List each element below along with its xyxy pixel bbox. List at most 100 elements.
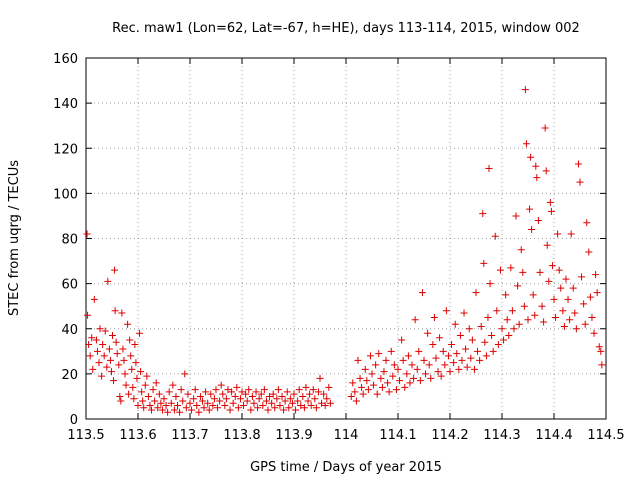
data-point [585, 248, 593, 256]
data-point [164, 408, 172, 416]
data-point [404, 352, 412, 360]
data-point [548, 262, 556, 270]
data-point [496, 266, 504, 274]
y-tick-label: 120 [53, 142, 78, 157]
x-tick-label: 114.2 [431, 428, 468, 443]
data-point [375, 350, 383, 358]
data-point [320, 390, 328, 398]
data-point [595, 343, 603, 351]
data-point [231, 392, 239, 400]
data-point [143, 372, 151, 380]
data-point [318, 399, 326, 407]
data-point [274, 386, 282, 394]
data-point [477, 322, 485, 330]
data-point [446, 368, 454, 376]
data-point [436, 334, 444, 342]
x-tick-label: 113.9 [275, 428, 312, 443]
data-point [507, 264, 515, 272]
data-point [387, 347, 395, 355]
data-point [554, 230, 562, 238]
data-point [204, 399, 212, 407]
data-point [373, 390, 381, 398]
data-point [294, 397, 302, 405]
data-points [83, 86, 606, 416]
data-point [531, 311, 539, 319]
data-point [248, 392, 256, 400]
data-point [564, 295, 572, 303]
data-point [351, 388, 359, 396]
data-point [122, 381, 130, 389]
data-point [468, 336, 476, 344]
data-point [101, 327, 109, 335]
data-point [207, 390, 215, 398]
data-point [250, 399, 258, 407]
data-point [347, 392, 355, 400]
data-point [216, 397, 224, 405]
data-point [129, 383, 137, 391]
data-point [302, 383, 310, 391]
data-point [157, 399, 165, 407]
data-point [545, 277, 553, 285]
x-tick-label: 114.1 [379, 428, 416, 443]
data-point [238, 388, 246, 396]
data-point [522, 140, 530, 148]
data-point [89, 365, 97, 373]
data-point [460, 309, 468, 317]
data-point [524, 316, 532, 324]
data-point [560, 322, 568, 330]
data-point [217, 381, 225, 389]
data-point [458, 356, 466, 364]
data-point [520, 302, 528, 310]
data-point [574, 160, 582, 168]
data-point [427, 374, 435, 382]
data-point [455, 365, 463, 373]
data-point [191, 386, 199, 394]
data-point [271, 404, 279, 412]
data-point [529, 291, 537, 299]
data-point [420, 356, 428, 364]
chart-title: Rec. maw1 (Lon=62, Lat=-67, h=HE), days … [112, 21, 580, 36]
data-point [515, 320, 523, 328]
data-point [413, 365, 421, 373]
data-point [247, 406, 255, 414]
y-axis-label: STEC from uqrg / TECUs [7, 160, 22, 316]
data-point [532, 162, 540, 170]
data-point [214, 404, 222, 412]
data-point [130, 395, 138, 403]
data-point [228, 388, 236, 396]
data-point [190, 395, 198, 403]
data-point [527, 153, 535, 161]
data-point [578, 273, 586, 281]
data-point [111, 307, 119, 315]
data-point [521, 86, 529, 94]
x-axis-label: GPS time / Days of year 2015 [250, 460, 442, 475]
data-point [361, 365, 369, 373]
data-point [396, 377, 404, 385]
data-point [425, 361, 433, 369]
data-point [514, 282, 522, 290]
data-point [221, 401, 229, 409]
y-tick-label: 80 [61, 233, 78, 248]
data-point [312, 404, 320, 412]
data-point [236, 395, 244, 403]
data-point [209, 401, 217, 409]
data-point [576, 178, 584, 186]
axis-ticks: 113.5 113.6 113.7 113.8 113.9 114 114.1 114.2 11… [53, 52, 624, 443]
data-point [479, 210, 487, 218]
data-point [141, 381, 149, 389]
data-point [158, 406, 166, 414]
data-point [148, 406, 156, 414]
data-point [384, 379, 392, 387]
data-point [295, 386, 303, 394]
data-point [165, 388, 173, 396]
data-point [528, 225, 536, 233]
data-point [429, 341, 437, 349]
data-point [453, 350, 461, 358]
data-point [195, 408, 203, 416]
data-point [84, 311, 92, 319]
data-point [372, 361, 380, 369]
data-point [184, 390, 192, 398]
data-point [540, 318, 548, 326]
data-point [325, 383, 333, 391]
